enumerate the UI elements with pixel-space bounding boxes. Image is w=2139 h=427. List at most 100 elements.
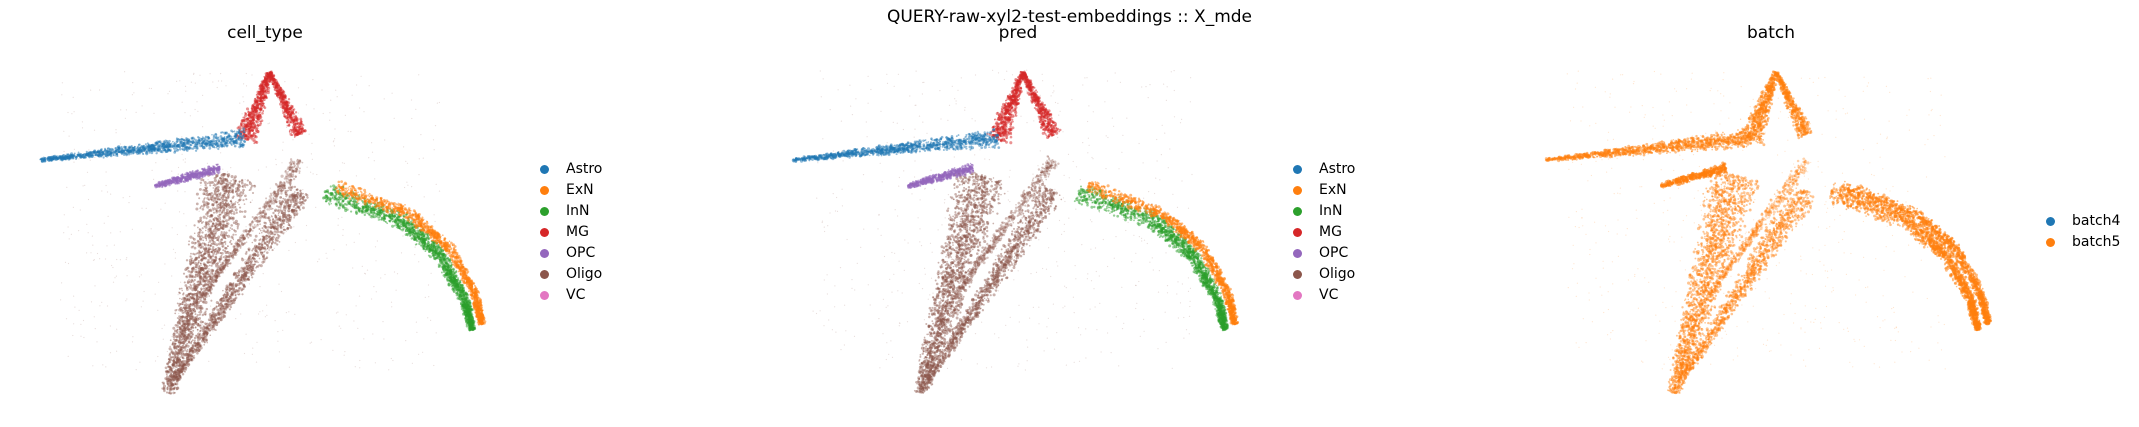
scatter-point-oligo [293,164,297,168]
scatter-point-oligo [208,226,210,228]
scatter-point-mg [251,129,254,132]
scatter-point-oligo [211,224,214,227]
scatter-point-mg [253,131,255,134]
scatter-point-oligo [190,358,194,362]
scatter-point-oligo [249,223,251,225]
scatter-point-oligo [198,290,202,294]
scatter-point-astro [181,147,184,151]
scatter-point-mg [288,130,291,132]
scatter-point-oligo [208,313,212,316]
scatter-point-oligo [293,196,296,199]
scatter-point-oligo [175,388,178,391]
scatter-point-oligo [286,201,290,205]
scatter-point-oligo [183,334,187,338]
scatter-point-oligo [199,296,202,300]
scatter-point-oligo [242,229,246,233]
scatter-point-oligo [293,185,297,189]
scatter-point-oligo [232,212,236,216]
scatter-point-mg [265,86,269,89]
scatter-point-oligo [177,345,180,348]
scatter-point-mg [286,119,290,123]
scatter-point-oligo [294,201,297,204]
scatter-point-oligo [223,241,225,244]
scatter-point-oligo [209,319,211,322]
scatter-point-oligo [295,188,298,191]
scatter-point-oligo [212,229,216,232]
scatter-point-oligo [181,332,184,335]
scatter-point-oligo [185,312,187,315]
scatter-point-oligo [274,182,277,185]
scatter-point-oligo [241,210,244,213]
scatter-point-oligo [210,220,213,223]
scatter-point-mg [279,87,282,89]
scatter-point-oligo [212,252,215,256]
scatter-point-oligo [247,262,250,265]
scatter-point-oligo [222,294,225,297]
scatter-point-oligo [203,279,207,283]
scatter-point-oligo [199,244,202,246]
scatter-point-oligo [184,303,188,306]
scatter-point-oligo [273,230,276,233]
scatter-point-mg [259,111,262,113]
scatter-point-oligo [248,266,251,270]
scatter-point-oligo [212,181,215,183]
scatter-point-oligo [201,300,205,303]
scatter-point-oligo [280,192,283,195]
scatter-point-oligo [251,272,255,276]
scatter-point-oligo [196,283,199,286]
scatter-point-mg [259,120,261,123]
scatter-point-oligo [172,364,175,367]
scatter-point-oligo [196,272,199,275]
scatter-point-oligo [185,350,189,353]
scatter-point-mg [293,134,296,136]
scatter-point-oligo [177,344,181,348]
scatter-point-oligo [203,243,206,246]
scatter-point-oligo [202,192,206,196]
scatter-point-oligo [188,341,191,344]
scatter-point-oligo [199,251,202,254]
scatter-point-oligo [236,192,239,195]
scatter-point-oligo [285,172,289,175]
scatter-point-oligo [173,329,177,333]
scatter-point-oligo [226,174,230,178]
scatter-point-oligo [242,199,245,202]
scatter-point-oligo [254,234,258,238]
scatter-point-oligo [256,218,259,221]
scatter-point-oligo [186,266,190,270]
scatter-point-mg [270,76,274,80]
scatter-point-oligo [234,288,238,293]
scatter-point-oligo [298,160,302,164]
scatter-point-oligo [223,231,226,234]
scatter-point-mg [278,84,281,87]
scatter-point-oligo [237,198,241,202]
scatter-point-oligo [191,304,193,307]
scatter-point-oligo [228,210,233,214]
scatter-point-oligo [222,204,224,206]
scatter-point-oligo [234,205,237,208]
scatter-point-oligo [209,291,213,295]
scatter-point-oligo [196,307,199,310]
scatter-point-oligo [196,346,199,349]
scatter-point-oligo [301,195,305,199]
scatter-point-mg [257,102,261,106]
scatter-point-mg [261,90,265,94]
scatter-point-oligo [174,370,178,374]
scatter-point-oligo [185,287,189,290]
scatter-point-oligo [191,322,195,326]
scatter-point-oligo [190,252,192,255]
scatter-point-oligo [178,319,181,322]
scatter-point-oligo [216,266,220,270]
scatter-point-oligo [196,289,199,292]
scatter-point-oligo [228,186,231,189]
scatter-point-oligo [206,182,209,185]
scatter-point-oligo [200,255,203,258]
scatter-point-mg [292,115,295,117]
scatter-point-oligo [248,234,251,237]
scatter-point-oligo [251,241,254,244]
scatter-point-oligo [193,232,196,235]
scatter-point-oligo [193,354,195,357]
scatter-point-oligo [221,227,224,230]
scatter-point-oligo [267,216,271,220]
scatter-point-oligo [261,231,263,234]
scatter-point-oligo [240,289,243,292]
